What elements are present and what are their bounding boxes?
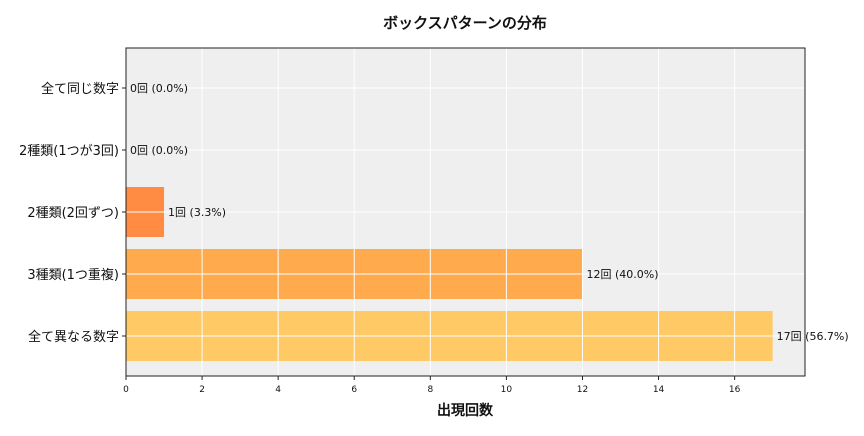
- x-tick-label: 12: [577, 385, 588, 395]
- x-axis-label: 出現回数: [437, 402, 494, 419]
- x-tick-label: 10: [501, 385, 513, 395]
- y-tick-label: 全て異なる数字: [28, 329, 119, 345]
- chart-title: ボックスパターンの分布: [383, 14, 547, 32]
- data-label: 12回 (40.0%): [586, 268, 658, 281]
- data-label: 0回 (0.0%): [130, 82, 188, 95]
- y-tick-label: 2種類(1つが3回): [19, 143, 119, 159]
- x-tick-label: 0: [123, 385, 129, 395]
- data-label: 1回 (3.3%): [168, 206, 226, 219]
- x-tick-label: 2: [199, 385, 205, 395]
- x-tick-label: 14: [653, 385, 665, 395]
- x-tick-label: 16: [729, 385, 741, 395]
- x-tick-label: 4: [275, 385, 281, 395]
- y-tick-label: 全て同じ数字: [41, 81, 119, 97]
- y-tick-label: 3種類(1つ重複): [27, 267, 119, 283]
- y-tick-label: 2種類(2回ずつ): [27, 205, 119, 221]
- x-tick-label: 6: [351, 385, 357, 395]
- x-tick-label: 8: [427, 385, 433, 395]
- data-label: 17回 (56.7%): [777, 330, 849, 343]
- data-label: 0回 (0.0%): [130, 144, 188, 157]
